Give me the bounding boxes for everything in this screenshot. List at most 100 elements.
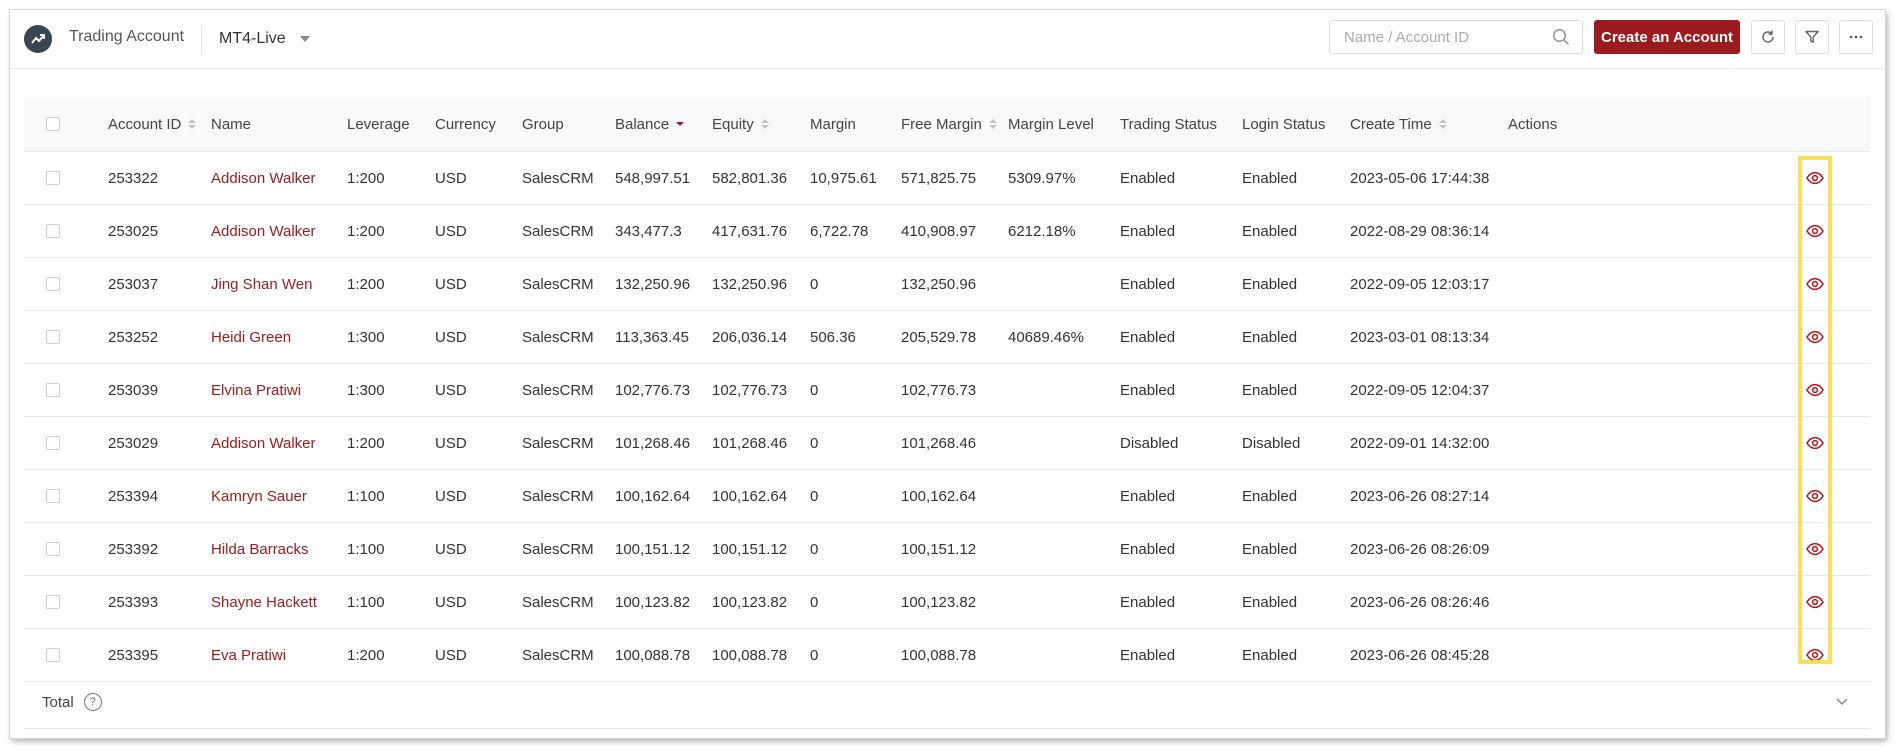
search-box <box>1329 20 1583 54</box>
cell-equity: 100,151.12 <box>712 540 788 558</box>
view-account-button[interactable] <box>1806 595 1824 609</box>
cell-equity: 206,036.14 <box>712 328 788 346</box>
server-select[interactable]: MT4-Live <box>219 30 310 48</box>
cell-margin: 0 <box>810 646 819 664</box>
cell-name[interactable]: Addison Walker <box>211 222 316 240</box>
row-checkbox[interactable] <box>46 542 60 556</box>
column-header-equity[interactable]: Equity <box>712 97 769 151</box>
cell-name[interactable]: Shayne Hackett <box>211 593 317 611</box>
cell-leverage: 1:200 <box>347 169 385 187</box>
cell-balance: 102,776.73 <box>615 381 691 399</box>
cell-name[interactable]: Heidi Green <box>211 328 292 346</box>
row-checkbox[interactable] <box>46 489 60 503</box>
divider <box>201 26 202 54</box>
cell-login-status: Enabled <box>1242 222 1298 240</box>
table-row: 253392 Hilda Barracks 1:100 USD SalesCRM 100,… <box>24 523 1871 576</box>
cell-actions <box>1806 152 1824 204</box>
eye-icon <box>1806 595 1824 609</box>
cell-leverage: 1:200 <box>347 222 385 240</box>
column-header-label: Margin Level <box>1008 115 1094 133</box>
select-all-checkbox[interactable] <box>46 117 60 131</box>
cell-currency: USD <box>435 487 467 505</box>
help-icon[interactable]: ? <box>83 693 102 711</box>
search-icon[interactable] <box>1552 28 1570 46</box>
cell-create-time: 2023-06-26 08:45:28 <box>1350 646 1490 664</box>
column-header-free-margin[interactable]: Free Margin <box>901 97 997 151</box>
eye-icon <box>1806 436 1824 450</box>
cell-currency: USD <box>435 434 467 452</box>
server-select-value: MT4-Live <box>219 30 286 47</box>
chevron-down-icon[interactable] <box>1835 694 1849 708</box>
refresh-button[interactable] <box>1751 20 1785 54</box>
cell-margin: 0 <box>810 434 819 452</box>
more-button[interactable] <box>1839 20 1873 54</box>
row-checkbox[interactable] <box>46 171 60 185</box>
eye-icon <box>1806 330 1824 344</box>
sort-icon[interactable] <box>760 119 769 129</box>
sort-icon[interactable] <box>676 122 685 126</box>
row-select-cell <box>46 417 60 469</box>
cell-free-margin: 102,776.73 <box>901 381 977 399</box>
cell-name[interactable]: Jing Shan Wen <box>211 275 313 293</box>
column-header-balance[interactable]: Balance <box>615 97 685 151</box>
cell-group: SalesCRM <box>522 646 594 664</box>
cell-name[interactable]: Eva Pratiwi <box>211 646 287 664</box>
view-account-button[interactable] <box>1806 171 1824 185</box>
cell-name[interactable]: Addison Walker <box>211 169 316 187</box>
search-input[interactable] <box>1342 27 1552 47</box>
cell-login-status: Enabled <box>1242 169 1298 187</box>
column-header-leverage: Leverage <box>347 97 410 151</box>
eye-icon <box>1806 171 1824 185</box>
cell-name[interactable]: Elvina Pratiwi <box>211 381 302 399</box>
cell-account-id: 253252 <box>108 328 159 346</box>
cell-trading-status: Disabled <box>1120 434 1179 452</box>
column-header-create-time[interactable]: Create Time <box>1350 97 1447 151</box>
cell-margin-level: 6212.18% <box>1008 222 1076 240</box>
cell-currency: USD <box>435 646 467 664</box>
cell-group: SalesCRM <box>522 328 594 346</box>
view-account-button[interactable] <box>1806 224 1824 238</box>
column-header-account-id[interactable]: Account ID <box>108 97 197 151</box>
sort-icon[interactable] <box>188 119 197 129</box>
row-checkbox[interactable] <box>46 224 60 238</box>
cell-actions <box>1806 311 1824 363</box>
trending-chart-icon <box>24 25 52 53</box>
column-header-margin: Margin <box>810 97 856 151</box>
view-account-button[interactable] <box>1806 330 1824 344</box>
column-header-currency: Currency <box>435 97 496 151</box>
row-checkbox[interactable] <box>46 595 60 609</box>
row-checkbox[interactable] <box>46 330 60 344</box>
column-header-trading-status: Trading Status <box>1120 97 1217 151</box>
row-checkbox[interactable] <box>46 436 60 450</box>
cell-account-id: 253395 <box>108 646 159 664</box>
cell-trading-status: Enabled <box>1120 328 1176 346</box>
cell-account-id: 253392 <box>108 540 159 558</box>
cell-currency: USD <box>435 381 467 399</box>
cell-name[interactable]: Kamryn Sauer <box>211 487 307 505</box>
view-account-button[interactable] <box>1806 277 1824 291</box>
cell-name[interactable]: Hilda Barracks <box>211 540 309 558</box>
cell-create-time: 2022-09-01 14:32:00 <box>1350 434 1490 452</box>
sort-icon[interactable] <box>988 119 997 129</box>
row-checkbox[interactable] <box>46 383 60 397</box>
view-account-button[interactable] <box>1806 489 1824 503</box>
cell-free-margin: 100,151.12 <box>901 540 977 558</box>
filter-button[interactable] <box>1795 20 1829 54</box>
view-account-button[interactable] <box>1806 648 1824 662</box>
cell-name[interactable]: Addison Walker <box>211 434 316 452</box>
cell-account-id: 253025 <box>108 222 159 240</box>
row-checkbox[interactable] <box>46 648 60 662</box>
view-account-button[interactable] <box>1806 542 1824 556</box>
row-checkbox[interactable] <box>46 277 60 291</box>
sort-icon[interactable] <box>1438 119 1447 129</box>
cell-leverage: 1:300 <box>347 381 385 399</box>
table-row: 253252 Heidi Green 1:300 USD SalesCRM 113,363… <box>24 311 1871 364</box>
view-account-button[interactable] <box>1806 383 1824 397</box>
cell-login-status: Enabled <box>1242 328 1298 346</box>
cell-create-time: 2022-09-05 12:03:17 <box>1350 275 1490 293</box>
create-account-button[interactable]: Create an Account <box>1594 20 1740 54</box>
cell-actions <box>1806 364 1824 416</box>
view-account-button[interactable] <box>1806 436 1824 450</box>
row-select-cell <box>46 576 60 628</box>
cell-trading-status: Enabled <box>1120 487 1176 505</box>
